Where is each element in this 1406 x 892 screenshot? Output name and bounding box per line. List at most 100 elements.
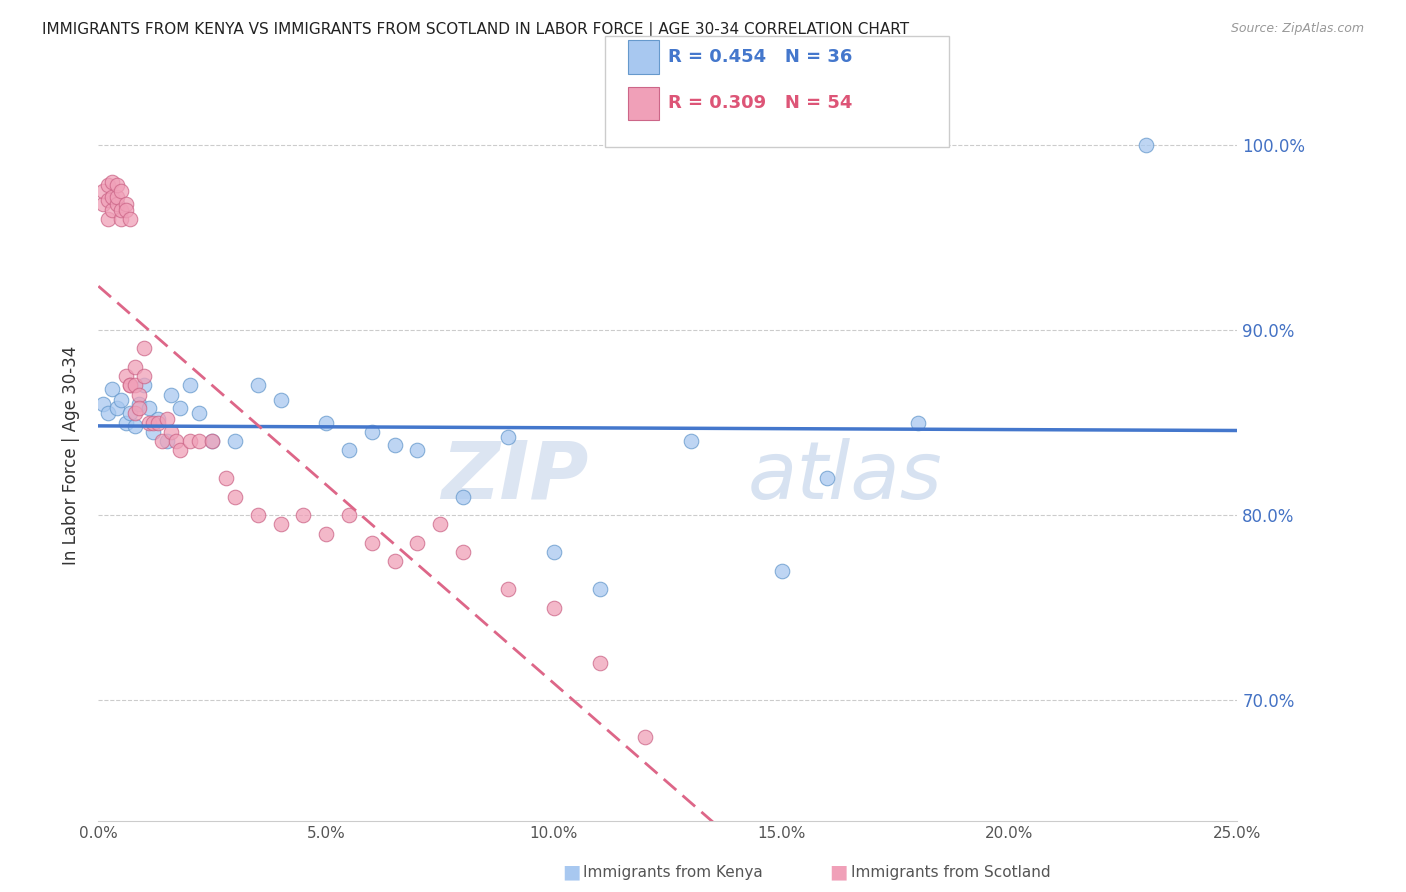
Point (114, 416, 136, 430)
Point (384, 438, 406, 452)
Point (429, 517, 451, 532)
Point (451, 545, 474, 559)
Point (246, 378, 269, 392)
Point (96, 194, 118, 208)
Point (498, 430, 520, 444)
Point (105, 197, 128, 211)
Point (101, 202, 124, 217)
Point (246, 508, 269, 522)
Y-axis label: In Labor Force | Age 30-34: In Labor Force | Age 30-34 (62, 345, 80, 565)
Point (165, 434, 187, 448)
Point (187, 406, 209, 420)
Point (124, 359, 146, 374)
Point (101, 189, 124, 203)
Point (169, 443, 191, 458)
Point (110, 202, 132, 217)
Point (634, 731, 657, 745)
Point (406, 536, 429, 550)
Text: Source: ZipAtlas.com: Source: ZipAtlas.com (1230, 22, 1364, 36)
Point (224, 490, 246, 504)
Point (138, 416, 160, 430)
Point (498, 582, 520, 597)
Point (142, 425, 165, 439)
Point (124, 378, 146, 392)
Point (384, 554, 406, 568)
Point (224, 434, 246, 448)
Point (96, 211, 118, 226)
Text: Immigrants from Scotland: Immigrants from Scotland (851, 865, 1050, 880)
Point (120, 406, 142, 420)
Point (179, 378, 201, 392)
Text: ■: ■ (830, 863, 848, 882)
Point (179, 434, 201, 448)
Point (110, 393, 132, 408)
Point (337, 508, 360, 522)
Point (543, 545, 565, 559)
Point (101, 175, 124, 189)
Point (120, 378, 142, 392)
Point (360, 425, 382, 439)
Point (128, 388, 150, 402)
Point (132, 378, 155, 392)
Point (110, 184, 132, 198)
Point (406, 443, 429, 458)
Point (907, 416, 929, 430)
Point (337, 443, 360, 458)
Point (270, 517, 292, 532)
Point (451, 490, 474, 504)
Point (124, 419, 146, 434)
Point (105, 401, 128, 415)
Point (187, 434, 209, 448)
Point (543, 600, 565, 615)
Point (114, 369, 136, 384)
Point (132, 369, 155, 384)
Point (270, 393, 292, 408)
Point (91, 397, 114, 411)
Text: ■: ■ (562, 863, 581, 882)
Point (132, 342, 155, 356)
Point (156, 412, 179, 426)
Point (160, 388, 183, 402)
Text: IMMIGRANTS FROM KENYA VS IMMIGRANTS FROM SCOTLAND IN LABOR FORCE | AGE 30-34 COR: IMMIGRANTS FROM KENYA VS IMMIGRANTS FROM… (42, 22, 910, 38)
Point (201, 434, 224, 448)
Point (1135, 137, 1157, 152)
Point (215, 471, 238, 485)
Point (160, 425, 183, 439)
Point (315, 526, 337, 541)
Text: Immigrants from Kenya: Immigrants from Kenya (583, 865, 763, 880)
Point (96, 178, 118, 193)
Point (91, 184, 114, 198)
Point (120, 211, 142, 226)
Point (815, 471, 838, 485)
Point (315, 416, 337, 430)
Point (91, 197, 114, 211)
Point (146, 416, 169, 430)
Point (146, 412, 169, 426)
Point (128, 401, 150, 415)
Point (120, 378, 142, 392)
Point (128, 397, 150, 411)
Point (679, 434, 702, 448)
Point (770, 564, 793, 578)
Point (96, 406, 118, 420)
Point (138, 401, 160, 415)
Text: R = 0.309   N = 54: R = 0.309 N = 54 (668, 95, 852, 112)
Point (588, 582, 610, 597)
Point (588, 657, 610, 671)
Point (142, 416, 165, 430)
Point (292, 508, 315, 522)
Point (201, 434, 224, 448)
Point (114, 202, 136, 217)
Point (124, 406, 146, 420)
Text: ZIP: ZIP (440, 438, 588, 516)
Point (110, 211, 132, 226)
Point (150, 434, 173, 448)
Point (105, 178, 128, 193)
Point (114, 197, 136, 211)
Point (169, 401, 191, 415)
Text: R = 0.454   N = 36: R = 0.454 N = 36 (668, 48, 852, 66)
Text: atlas: atlas (748, 438, 942, 516)
Point (360, 536, 382, 550)
Point (156, 434, 179, 448)
Point (101, 382, 124, 396)
